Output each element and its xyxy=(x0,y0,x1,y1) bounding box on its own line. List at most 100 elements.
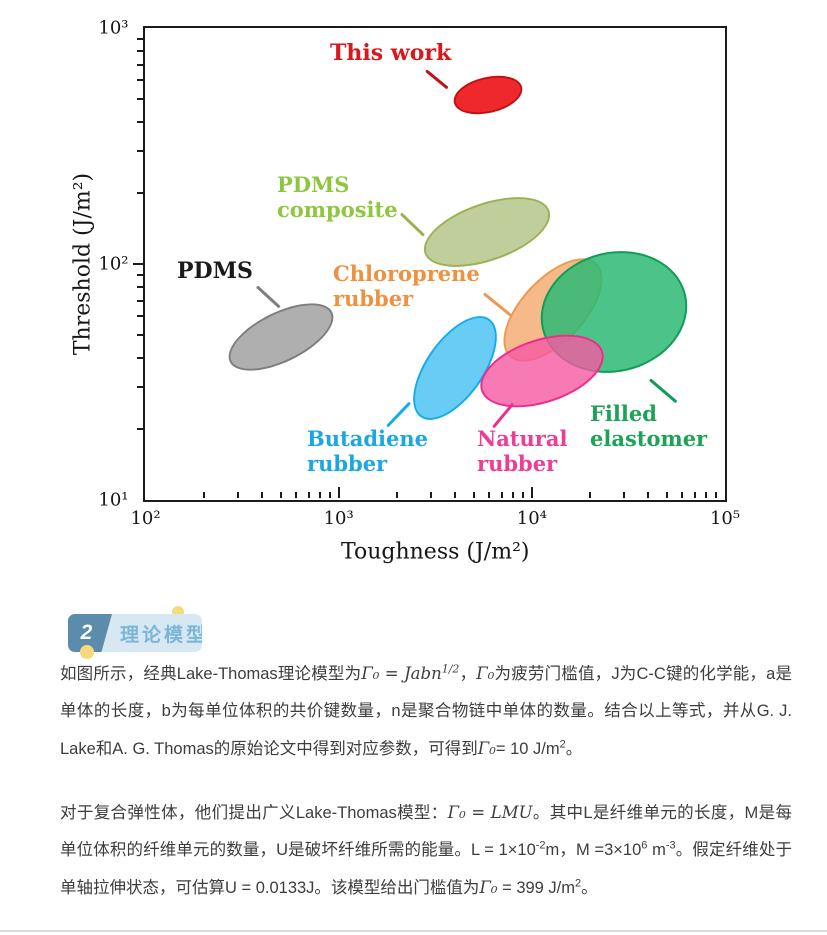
paragraph: 如图所示，经典Lake-Thomas理论模型为Γ₀ = Jabn1/2，Γ₀为疲… xyxy=(60,655,792,768)
paragraph: 对于复合弹性体，他们提出广义Lake-Thomas模型：Γ₀ = LMU。其中L… xyxy=(60,794,792,907)
formula-text: Γ₀ = LMU xyxy=(447,803,533,822)
bottom-divider xyxy=(0,930,827,932)
y-tick-label: 10² xyxy=(98,253,129,275)
series-label-line: Filled xyxy=(590,401,657,426)
materials-threshold-toughness-chart: 10² 10³ 10⁴ 10⁵ 10¹ 10² 10³ Toughness (J/m²) Thr… xyxy=(70,17,741,565)
series-label-line: elastomer xyxy=(590,426,708,451)
x-tick-minor xyxy=(453,492,456,498)
body-text: -3 xyxy=(665,839,676,852)
series-label-pdms-composite: PDMS composite xyxy=(277,172,398,222)
body-text: 。假定纤维处于单轴拉伸状态，可估算U = 0.0133J。该模型给出门槛值为 xyxy=(60,841,792,897)
body-text: -2 xyxy=(535,839,546,852)
y-tick-minor xyxy=(136,427,144,430)
formula-text: Γ₀ = Jabn xyxy=(361,664,442,683)
x-tick-minor xyxy=(622,492,625,498)
x-tick-major xyxy=(530,487,533,498)
y-tick-label: 10¹ xyxy=(98,489,129,511)
y-tick-minor xyxy=(136,386,144,389)
formula-text: Γ₀ xyxy=(477,739,496,758)
y-tick-minor xyxy=(136,37,144,40)
x-tick-minor xyxy=(694,492,697,498)
series-label-line: rubber xyxy=(333,286,414,311)
x-tick-minor xyxy=(472,492,475,498)
body-text: 6 xyxy=(641,839,648,852)
series-label-line: Natural xyxy=(477,426,568,451)
y-tick-label: 10³ xyxy=(98,17,129,39)
x-tick-minor xyxy=(429,492,432,498)
series-label-line: composite xyxy=(277,197,398,222)
y-axis-title: Threshold (J/m²) xyxy=(70,172,96,356)
section-number: 2 xyxy=(80,621,93,644)
x-tick-label: 10² xyxy=(130,508,161,529)
section-header: 2 理论模型 xyxy=(68,606,308,670)
body-text: 。 xyxy=(565,740,583,758)
body-text: 2 xyxy=(575,877,582,890)
x-tick-minor xyxy=(294,492,297,498)
x-tick-minor xyxy=(307,492,310,498)
y-tick-minor xyxy=(136,120,144,123)
y-tick-minor xyxy=(136,150,144,153)
y-tick-minor xyxy=(136,98,144,101)
y-tick-major xyxy=(132,263,144,265)
x-tick-minor xyxy=(236,492,239,498)
y-tick-minor xyxy=(136,191,144,194)
x-tick-minor xyxy=(705,492,708,498)
x-tick-minor xyxy=(328,492,331,498)
x-tick-label: 10⁴ xyxy=(516,508,547,529)
y-tick-minor xyxy=(136,285,144,288)
x-tick-label: 10⁵ xyxy=(709,508,741,529)
series-label-butadiene-rubber: Butadiene rubber xyxy=(307,426,428,476)
body-text: 如图所示，经典Lake-Thomas理论模型为 xyxy=(60,665,362,683)
x-tick-minor xyxy=(588,492,591,498)
series-label-line: PDMS xyxy=(277,172,350,197)
series-label-line: PDMS xyxy=(177,258,253,284)
y-tick-minor xyxy=(136,273,144,276)
y-tick-minor xyxy=(136,334,144,337)
body-text: 。 xyxy=(581,879,598,897)
section-title: 理论模型 xyxy=(120,624,202,646)
formula-text: Γ₀ xyxy=(479,878,498,897)
body-text: 对于复合弹性体，他们提出广义Lake-Thomas模型： xyxy=(60,804,448,822)
x-tick-minor xyxy=(318,492,321,498)
x-tick-label: 10³ xyxy=(323,508,354,529)
series-label-line: This work xyxy=(330,40,452,66)
x-tick-minor xyxy=(512,492,515,498)
x-axis-title: Toughness (J/m²) xyxy=(341,539,530,565)
body-text: m，M =3×10 xyxy=(545,841,642,859)
x-tick-major xyxy=(337,487,340,498)
series-label-filled-elastomer: Filled elastomer xyxy=(590,401,707,451)
series-label-chloroprene-rubber: Chloroprene rubber xyxy=(333,261,480,311)
series-label-this-work: This work xyxy=(330,41,451,66)
series-label-line: rubber xyxy=(477,451,558,476)
body-text: 。其中L是纤维单元的长度，M是每单位体积的纤维单元的数量，U是破坏纤维所需的能量… xyxy=(60,804,792,859)
series-label-natural-rubber: Natural rubber xyxy=(477,426,567,476)
body-text: = 10 J/m xyxy=(495,740,560,758)
series-label-line: Butadiene xyxy=(307,426,428,451)
series-label-line: rubber xyxy=(307,451,388,476)
decorative-dot-bottom xyxy=(80,645,94,659)
formula-text: 1/2 xyxy=(441,662,460,676)
x-tick-minor xyxy=(202,492,205,498)
body-text: m xyxy=(647,841,666,859)
body-text: 2 xyxy=(559,738,566,751)
body-text: 为疲劳门槛值，J为C-C键的化学能，a是单体的长度，b为每单位体积的共价键数量，… xyxy=(60,665,792,758)
formula-text: Γ₀ xyxy=(476,664,495,683)
y-tick-minor xyxy=(136,299,144,302)
series-label-line: Chloroprene xyxy=(333,261,480,286)
y-tick-minor xyxy=(136,356,144,359)
y-tick-minor xyxy=(136,63,144,66)
y-tick-minor xyxy=(136,49,144,52)
x-tick-minor xyxy=(715,492,718,498)
x-tick-minor xyxy=(395,492,398,498)
x-tick-minor xyxy=(681,492,684,498)
x-tick-minor xyxy=(279,492,282,498)
x-tick-minor xyxy=(647,492,650,498)
article-body: 如图所示，经典Lake-Thomas理论模型为Γ₀ = Jabn1/2，Γ₀为疲… xyxy=(60,655,792,933)
series-label-pdms: PDMS xyxy=(177,259,253,284)
body-text: = 399 J/m xyxy=(497,879,576,897)
plot-frame xyxy=(143,25,727,502)
body-text: ， xyxy=(459,665,477,683)
x-tick-minor xyxy=(500,492,503,498)
x-tick-minor xyxy=(487,492,490,498)
